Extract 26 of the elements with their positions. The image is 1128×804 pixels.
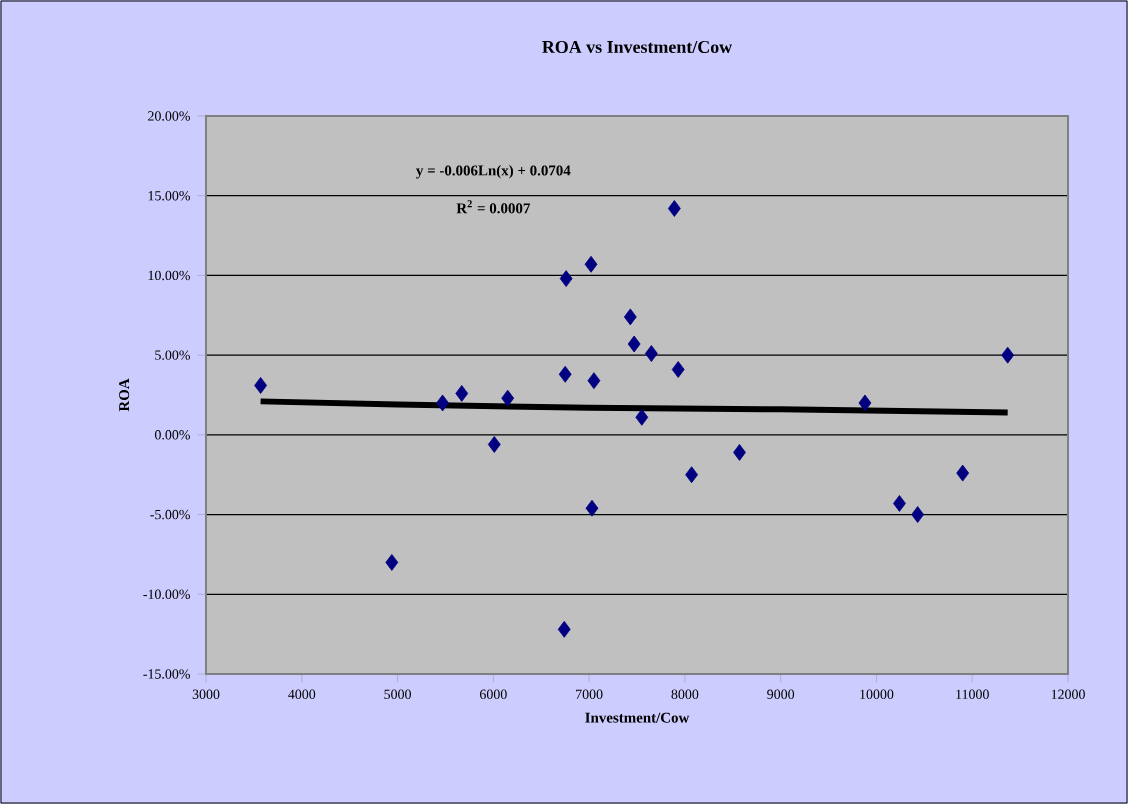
point [911,506,925,523]
point [667,200,681,217]
point [685,466,698,484]
point [254,377,267,394]
point [733,443,746,461]
point [635,408,649,426]
point [671,361,685,378]
point [559,270,573,288]
point [644,345,658,362]
point [584,255,598,273]
point [557,620,571,638]
point [455,385,469,402]
point [956,464,970,482]
point [558,365,572,383]
chart-title: ROA vs Investment/Cow [542,40,733,54]
point [487,436,501,453]
point [585,499,599,517]
point [623,308,637,326]
point [385,554,399,571]
point [501,389,515,407]
point [1001,346,1015,364]
point [587,372,601,390]
point [858,394,872,412]
point [436,394,449,412]
point [627,335,641,353]
point [893,495,906,512]
